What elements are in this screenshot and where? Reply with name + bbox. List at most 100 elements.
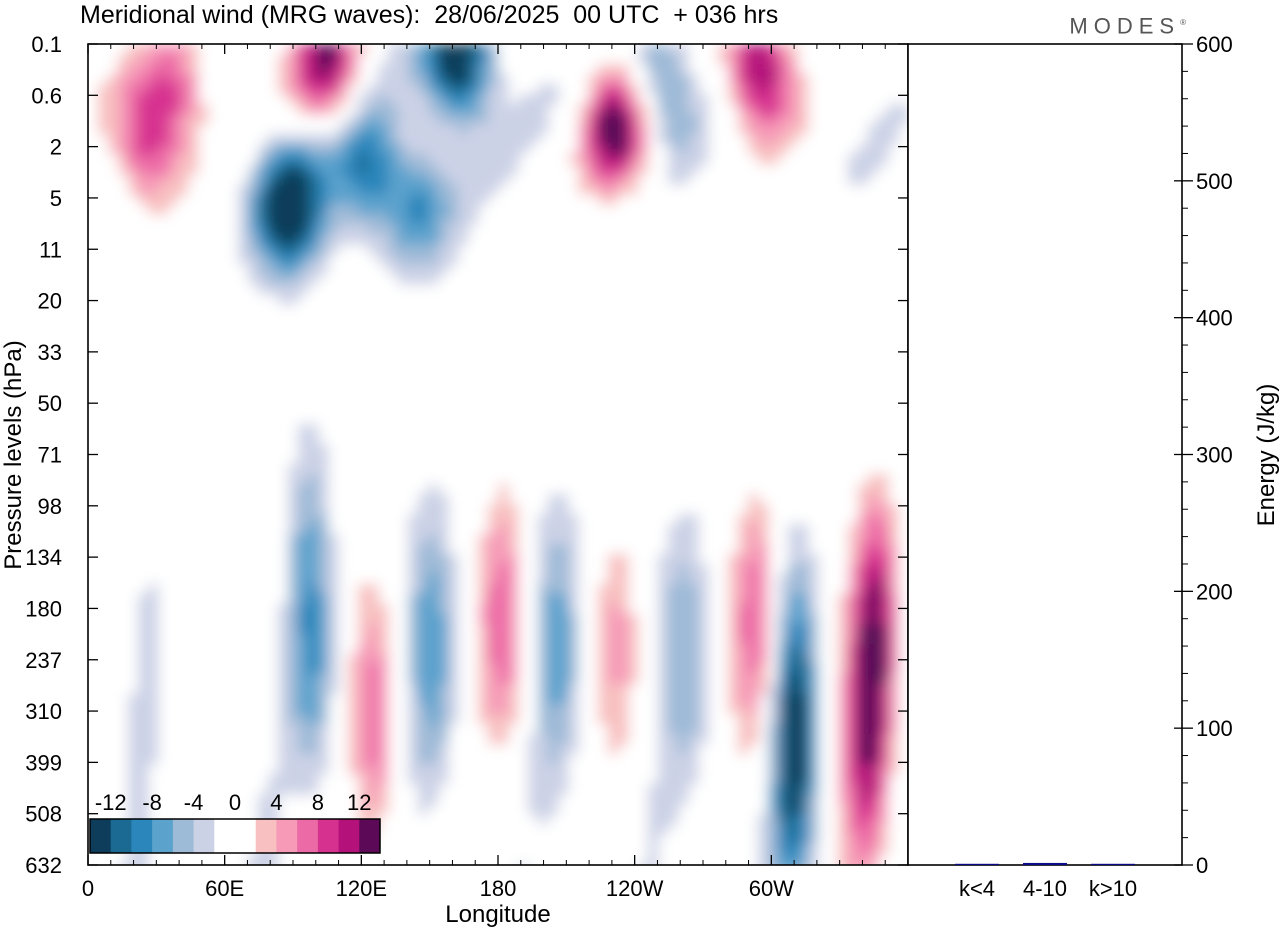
heatmap-cell: [678, 734, 689, 745]
heatmap-cell: [348, 204, 359, 215]
heatmap-cell: [428, 564, 439, 575]
heatmap-cell: [688, 594, 699, 605]
heatmap-cell: [528, 124, 539, 135]
heatmap-cell: [538, 684, 549, 695]
heatmap-cell: [848, 744, 859, 755]
heatmap-cell: [618, 704, 629, 715]
heatmap-cell: [378, 724, 389, 735]
heatmap-cell: [498, 674, 509, 685]
heatmap-cell: [868, 674, 879, 685]
heatmap-cell: [748, 504, 759, 515]
heatmap-cell: [138, 154, 149, 165]
heatmap-cell: [148, 64, 159, 75]
heatmap-cell: [278, 74, 289, 85]
heatmap-cell: [408, 164, 419, 175]
y-tick-label: 508: [25, 802, 62, 827]
heatmap-cell: [498, 514, 509, 525]
heatmap-cell: [408, 114, 419, 125]
heatmap-cell: [868, 144, 879, 155]
heatmap-cell: [798, 814, 809, 825]
heatmap-cell: [558, 524, 569, 535]
heatmap-cell: [608, 654, 619, 665]
heatmap-cell: [418, 214, 429, 225]
heatmap-cell: [318, 134, 329, 145]
heatmap-cell: [498, 564, 509, 575]
heatmap-cell: [688, 604, 699, 615]
heatmap-cell: [468, 184, 479, 195]
heatmap-cell: [448, 554, 459, 565]
heatmap-cell: [558, 624, 569, 635]
heatmap-cell: [548, 714, 559, 725]
heatmap-cell: [248, 164, 259, 175]
heatmap-cell: [748, 664, 759, 675]
heatmap-cell: [398, 224, 409, 235]
heatmap-cell: [448, 674, 459, 685]
heatmap-cell: [418, 774, 429, 785]
heatmap-cell: [788, 724, 799, 735]
heatmap-cell: [788, 84, 799, 95]
heatmap-cell: [418, 664, 429, 675]
heatmap-cell: [678, 524, 689, 535]
heatmap-cell: [288, 254, 299, 265]
heatmap-cell: [758, 824, 769, 835]
heatmap-cell: [598, 124, 609, 135]
heatmap-cell: [678, 174, 689, 185]
heatmap-cell: [878, 554, 889, 565]
heatmap-cell: [498, 704, 509, 715]
heatmap-cell: [238, 224, 249, 235]
heatmap-cell: [428, 94, 439, 105]
heatmap-cell: [688, 544, 699, 555]
heatmap-cell: [848, 834, 859, 845]
heatmap-cell: [738, 604, 749, 615]
heatmap-cell: [798, 674, 809, 685]
heatmap-cell: [618, 564, 629, 575]
heatmap-cell: [398, 174, 409, 185]
heatmap-cell: [278, 654, 289, 665]
heatmap-cell: [878, 774, 889, 785]
heatmap-cell: [168, 184, 179, 195]
heatmap-cell: [188, 134, 199, 145]
heatmap-cell: [688, 84, 699, 95]
heatmap-cell: [608, 184, 619, 195]
heatmap-cell: [298, 434, 309, 445]
heatmap-cell: [888, 754, 899, 765]
heatmap-cell: [538, 124, 549, 135]
heatmap-cell: [878, 144, 889, 155]
heatmap-cell: [688, 144, 699, 155]
heatmap-cell: [848, 854, 859, 865]
heatmap-cell: [388, 154, 399, 165]
heatmap-cell: [728, 704, 739, 715]
heatmap-cell: [318, 584, 329, 595]
heatmap-cell: [838, 694, 849, 705]
heatmap-cell: [308, 84, 319, 95]
heatmap-cell: [628, 644, 639, 655]
heatmap-cell: [448, 194, 459, 205]
heatmap-cell: [148, 154, 159, 165]
heatmap-cell: [408, 694, 419, 705]
heatmap-cell: [438, 44, 449, 55]
heatmap-cell: [298, 454, 309, 465]
heatmap-cell: [298, 524, 309, 535]
heatmap-cell: [548, 94, 559, 105]
heatmap-cell: [728, 64, 739, 75]
heatmap-cell: [498, 664, 509, 675]
heatmap-cell: [598, 674, 609, 685]
heatmap-cell: [748, 64, 759, 75]
heatmap-cell: [738, 644, 749, 655]
heatmap-cell: [638, 44, 649, 55]
heatmap-cell: [168, 154, 179, 165]
heatmap-cell: [488, 524, 499, 535]
heatmap-cell: [118, 104, 129, 115]
heatmap-cell: [148, 204, 159, 215]
heatmap-cell: [798, 684, 809, 695]
heatmap-cell: [808, 654, 819, 665]
heatmap-cell: [288, 634, 299, 645]
heatmap-cell: [318, 754, 329, 765]
heatmap-cell: [318, 204, 329, 215]
heatmap-cell: [278, 294, 289, 305]
heatmap-cell: [378, 194, 389, 205]
heatmap-cell: [558, 594, 569, 605]
heatmap-cell: [338, 204, 349, 215]
heatmap-cell: [348, 114, 359, 125]
heatmap-cell: [418, 124, 429, 135]
